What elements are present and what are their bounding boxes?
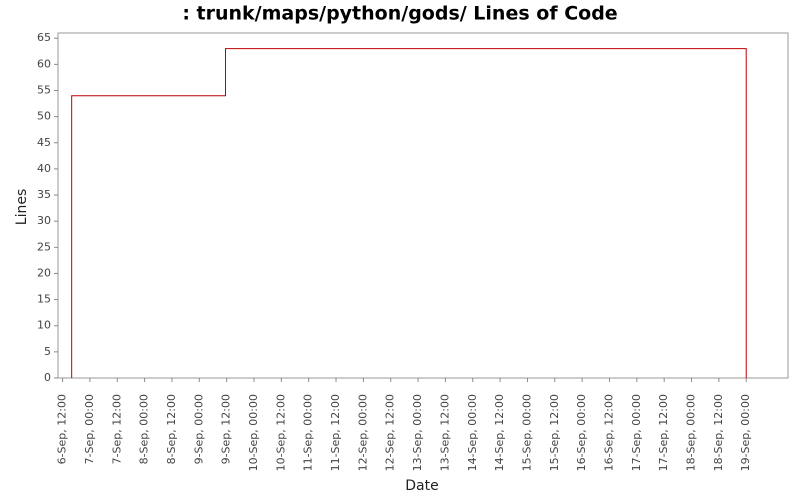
y-tick-label: 15 [37, 293, 51, 306]
x-tick-label: 8-Sep, 00:00 [138, 394, 151, 464]
y-tick-label: 55 [37, 84, 51, 97]
y-tick-label: 20 [37, 266, 51, 279]
x-tick-label: 7-Sep, 00:00 [83, 394, 96, 464]
x-tick-label: 17-Sep, 12:00 [657, 394, 670, 471]
x-tick-label: 15-Sep, 12:00 [548, 394, 561, 471]
x-tick-label: 18-Sep, 00:00 [685, 394, 698, 471]
x-tick-label: 14-Sep, 00:00 [466, 394, 479, 471]
x-tick-label: 13-Sep, 12:00 [438, 394, 451, 471]
y-tick-label: 0 [44, 371, 51, 384]
x-tick-label: 10-Sep, 00:00 [247, 394, 260, 471]
x-tick-label: 19-Sep, 00:00 [739, 394, 752, 471]
y-tick-label: 45 [37, 136, 51, 149]
y-tick-label: 65 [37, 31, 51, 44]
y-tick-label: 40 [37, 162, 51, 175]
x-tick-label: 12-Sep, 00:00 [356, 394, 369, 471]
y-tick-label: 25 [37, 240, 51, 253]
y-tick-label: 10 [37, 319, 51, 332]
x-tick-label: 13-Sep, 00:00 [411, 394, 424, 471]
x-tick-label: 16-Sep, 12:00 [602, 394, 615, 471]
x-axis-label: Date [405, 478, 438, 494]
x-tick-label: 8-Sep, 12:00 [165, 394, 178, 464]
x-tick-label: 11-Sep, 12:00 [329, 394, 342, 471]
x-tick-label: 10-Sep, 12:00 [274, 394, 287, 471]
chart-title: : trunk/maps/python/gods/ Lines of Code [182, 3, 617, 25]
y-tick-label: 5 [44, 345, 51, 358]
x-tick-label: 9-Sep, 12:00 [220, 394, 233, 464]
x-tick-label: 17-Sep, 00:00 [630, 394, 643, 471]
x-tick-label: 18-Sep, 12:00 [712, 394, 725, 471]
x-tick-label: 16-Sep, 00:00 [575, 394, 588, 471]
x-tick-label: 7-Sep, 12:00 [110, 394, 123, 464]
y-tick-label: 60 [37, 57, 51, 70]
y-tick-label: 50 [37, 110, 51, 123]
x-tick-label: 15-Sep, 00:00 [520, 394, 533, 471]
series-line [71, 48, 747, 378]
x-tick-label: 9-Sep, 00:00 [192, 394, 205, 464]
x-tick-label: 11-Sep, 00:00 [302, 394, 315, 471]
plot-area [57, 32, 789, 379]
y-tick-label: 30 [37, 214, 51, 227]
x-tick-label: 6-Sep, 12:00 [56, 394, 69, 464]
y-tick-label: 35 [37, 188, 51, 201]
y-axis-label: Lines [14, 189, 30, 225]
x-tick-label: 12-Sep, 12:00 [384, 394, 397, 471]
x-tick-label: 14-Sep, 12:00 [493, 394, 506, 471]
